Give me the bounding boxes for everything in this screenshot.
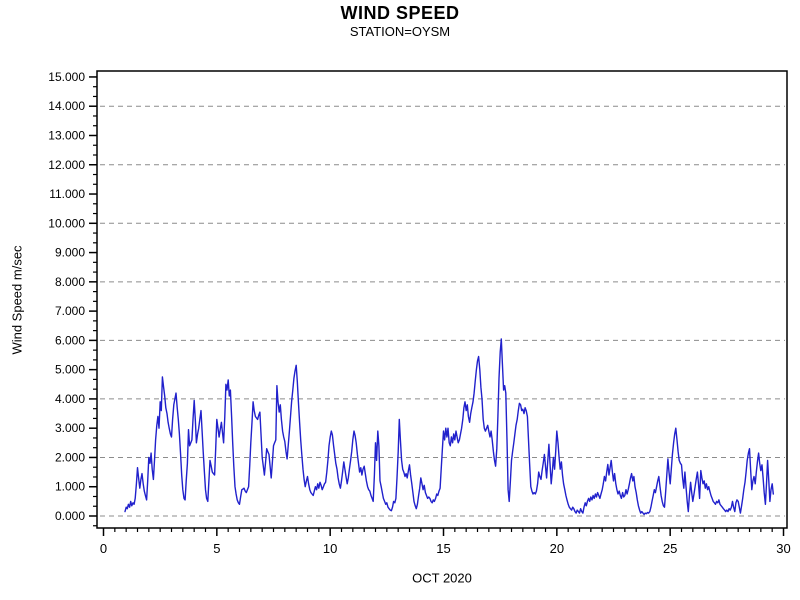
x-tick-label: 15 — [436, 541, 450, 556]
y-tick-label: 14.000 — [48, 99, 85, 113]
y-tick-label: 8.000 — [55, 275, 85, 289]
x-axis: 0 5 10 15 20 25 30 — [100, 528, 791, 556]
y-tick-label: 12.000 — [48, 158, 85, 172]
x-tick-label: 25 — [663, 541, 677, 556]
x-tick-label: 30 — [776, 541, 790, 556]
y-tick-label: 0.000 — [55, 509, 85, 523]
x-tick-label: 10 — [323, 541, 337, 556]
y-tick-label: 2.000 — [55, 450, 85, 464]
x-tick-label: 0 — [100, 541, 107, 556]
gridlines — [100, 105, 785, 517]
y-tick-label: 1.000 — [55, 480, 85, 494]
y-tick-label: 6.000 — [55, 333, 85, 347]
x-tick-label: 20 — [550, 541, 564, 556]
y-tick-label: 4.000 — [55, 392, 85, 406]
plot-frame — [96, 70, 788, 529]
x-axis-title: OCT 2020 — [412, 570, 472, 586]
wind-speed-line — [124, 338, 774, 516]
y-tick-label: 5.000 — [55, 363, 85, 377]
y-tick-label: 10.000 — [48, 216, 85, 230]
y-tick-label: 11.000 — [49, 187, 85, 201]
y-tick-label: 9.000 — [55, 246, 85, 260]
y-tick-label: 13.000 — [48, 128, 85, 142]
y-tick-label: 3.000 — [55, 421, 85, 435]
chart-subtitle: STATION=OYSM — [349, 24, 451, 39]
x-tick-label: 5 — [213, 541, 220, 556]
y-axis: 0.000 1.000 2.000 3.000 4.000 5.000 6.000 7.000… — [48, 70, 97, 527]
y-tick-label: 15.000 — [48, 70, 85, 84]
y-tick-label: 7.000 — [55, 304, 85, 318]
chart-title: WIND SPEED — [340, 3, 460, 23]
